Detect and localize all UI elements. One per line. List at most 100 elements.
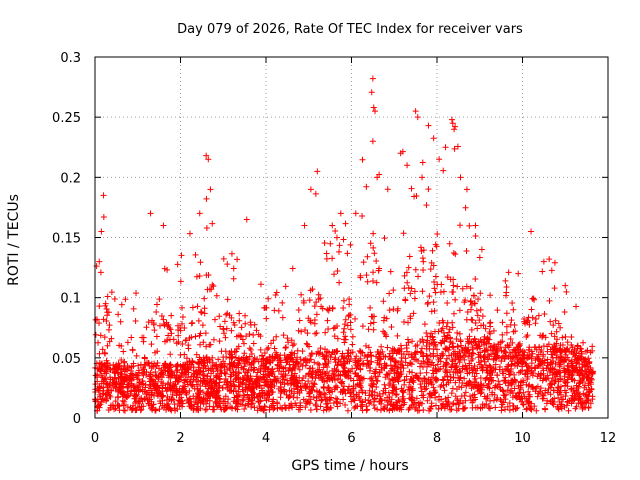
data-point	[573, 357, 580, 364]
data-point	[401, 318, 408, 325]
data-point	[363, 272, 370, 279]
data-point	[146, 378, 153, 385]
data-point	[143, 368, 150, 375]
data-point	[479, 313, 486, 320]
data-point	[322, 391, 329, 398]
data-point	[445, 352, 452, 359]
data-point	[181, 379, 188, 386]
data-point	[540, 359, 547, 366]
data-point	[209, 354, 216, 361]
data-point	[189, 319, 196, 326]
data-point	[369, 313, 376, 320]
data-point	[152, 362, 159, 369]
data-point	[450, 310, 457, 317]
data-point	[287, 392, 294, 399]
data-point	[270, 402, 277, 409]
data-point	[357, 274, 364, 281]
data-point	[430, 384, 437, 391]
data-point	[179, 400, 186, 407]
data-point	[235, 361, 242, 368]
x-tick-label: 10	[514, 431, 531, 446]
data-point	[463, 365, 470, 372]
x-tick-label: 6	[347, 431, 355, 446]
data-point	[335, 375, 342, 382]
data-point	[393, 391, 400, 398]
data-point	[160, 367, 167, 374]
data-point	[329, 255, 336, 262]
data-point	[323, 406, 330, 413]
data-point	[409, 338, 416, 345]
data-point	[104, 312, 111, 319]
data-point	[194, 393, 201, 400]
data-point	[562, 379, 569, 386]
data-point	[154, 348, 161, 355]
data-point	[258, 362, 265, 369]
data-point	[234, 256, 241, 263]
data-point	[129, 346, 136, 353]
data-point	[311, 303, 318, 310]
data-point	[337, 371, 344, 378]
data-point	[313, 394, 320, 401]
data-point	[450, 288, 457, 295]
data-point	[356, 377, 363, 384]
data-point	[442, 368, 449, 375]
data-point	[459, 379, 466, 386]
data-point	[557, 324, 564, 331]
data-point	[243, 216, 250, 223]
data-point	[405, 386, 412, 393]
data-point	[248, 387, 255, 394]
data-point	[481, 348, 488, 355]
data-point	[293, 402, 300, 409]
data-point	[145, 319, 152, 326]
data-point	[148, 398, 155, 405]
data-point	[124, 404, 131, 411]
data-point	[450, 249, 457, 256]
data-point	[281, 402, 288, 409]
data-point	[136, 395, 143, 402]
data-point	[557, 342, 564, 349]
data-point	[587, 364, 594, 371]
data-point	[468, 326, 475, 333]
data-point	[493, 352, 500, 359]
data-point	[537, 371, 544, 378]
data-point	[347, 241, 354, 248]
data-point	[388, 367, 395, 374]
data-point	[548, 359, 555, 366]
data-point	[312, 190, 319, 197]
data-point	[118, 301, 125, 308]
data-point	[456, 330, 463, 337]
data-point	[546, 256, 553, 263]
data-point	[240, 366, 247, 373]
data-point	[371, 389, 378, 396]
data-point	[96, 350, 103, 357]
data-point	[502, 406, 509, 413]
data-point	[261, 403, 268, 410]
data-point	[373, 258, 380, 265]
data-point	[467, 379, 474, 386]
data-point	[444, 332, 451, 339]
data-point	[409, 397, 416, 404]
data-point	[158, 312, 165, 319]
data-point	[185, 365, 192, 372]
data-point	[420, 339, 427, 346]
data-point	[207, 186, 214, 193]
data-point	[341, 339, 348, 346]
data-point	[407, 360, 414, 367]
data-point	[135, 383, 142, 390]
data-point	[432, 394, 439, 401]
data-point	[403, 373, 410, 380]
data-point	[344, 250, 351, 257]
data-point	[395, 396, 402, 403]
data-point	[434, 230, 441, 237]
data-point	[466, 222, 473, 229]
data-point	[159, 393, 166, 400]
data-point	[372, 368, 379, 375]
data-point	[114, 394, 121, 401]
data-point	[356, 347, 363, 354]
data-point	[565, 407, 572, 414]
data-point	[571, 377, 578, 384]
data-point	[514, 404, 521, 411]
data-point	[473, 379, 480, 386]
data-point	[231, 349, 238, 356]
data-point	[428, 400, 435, 407]
